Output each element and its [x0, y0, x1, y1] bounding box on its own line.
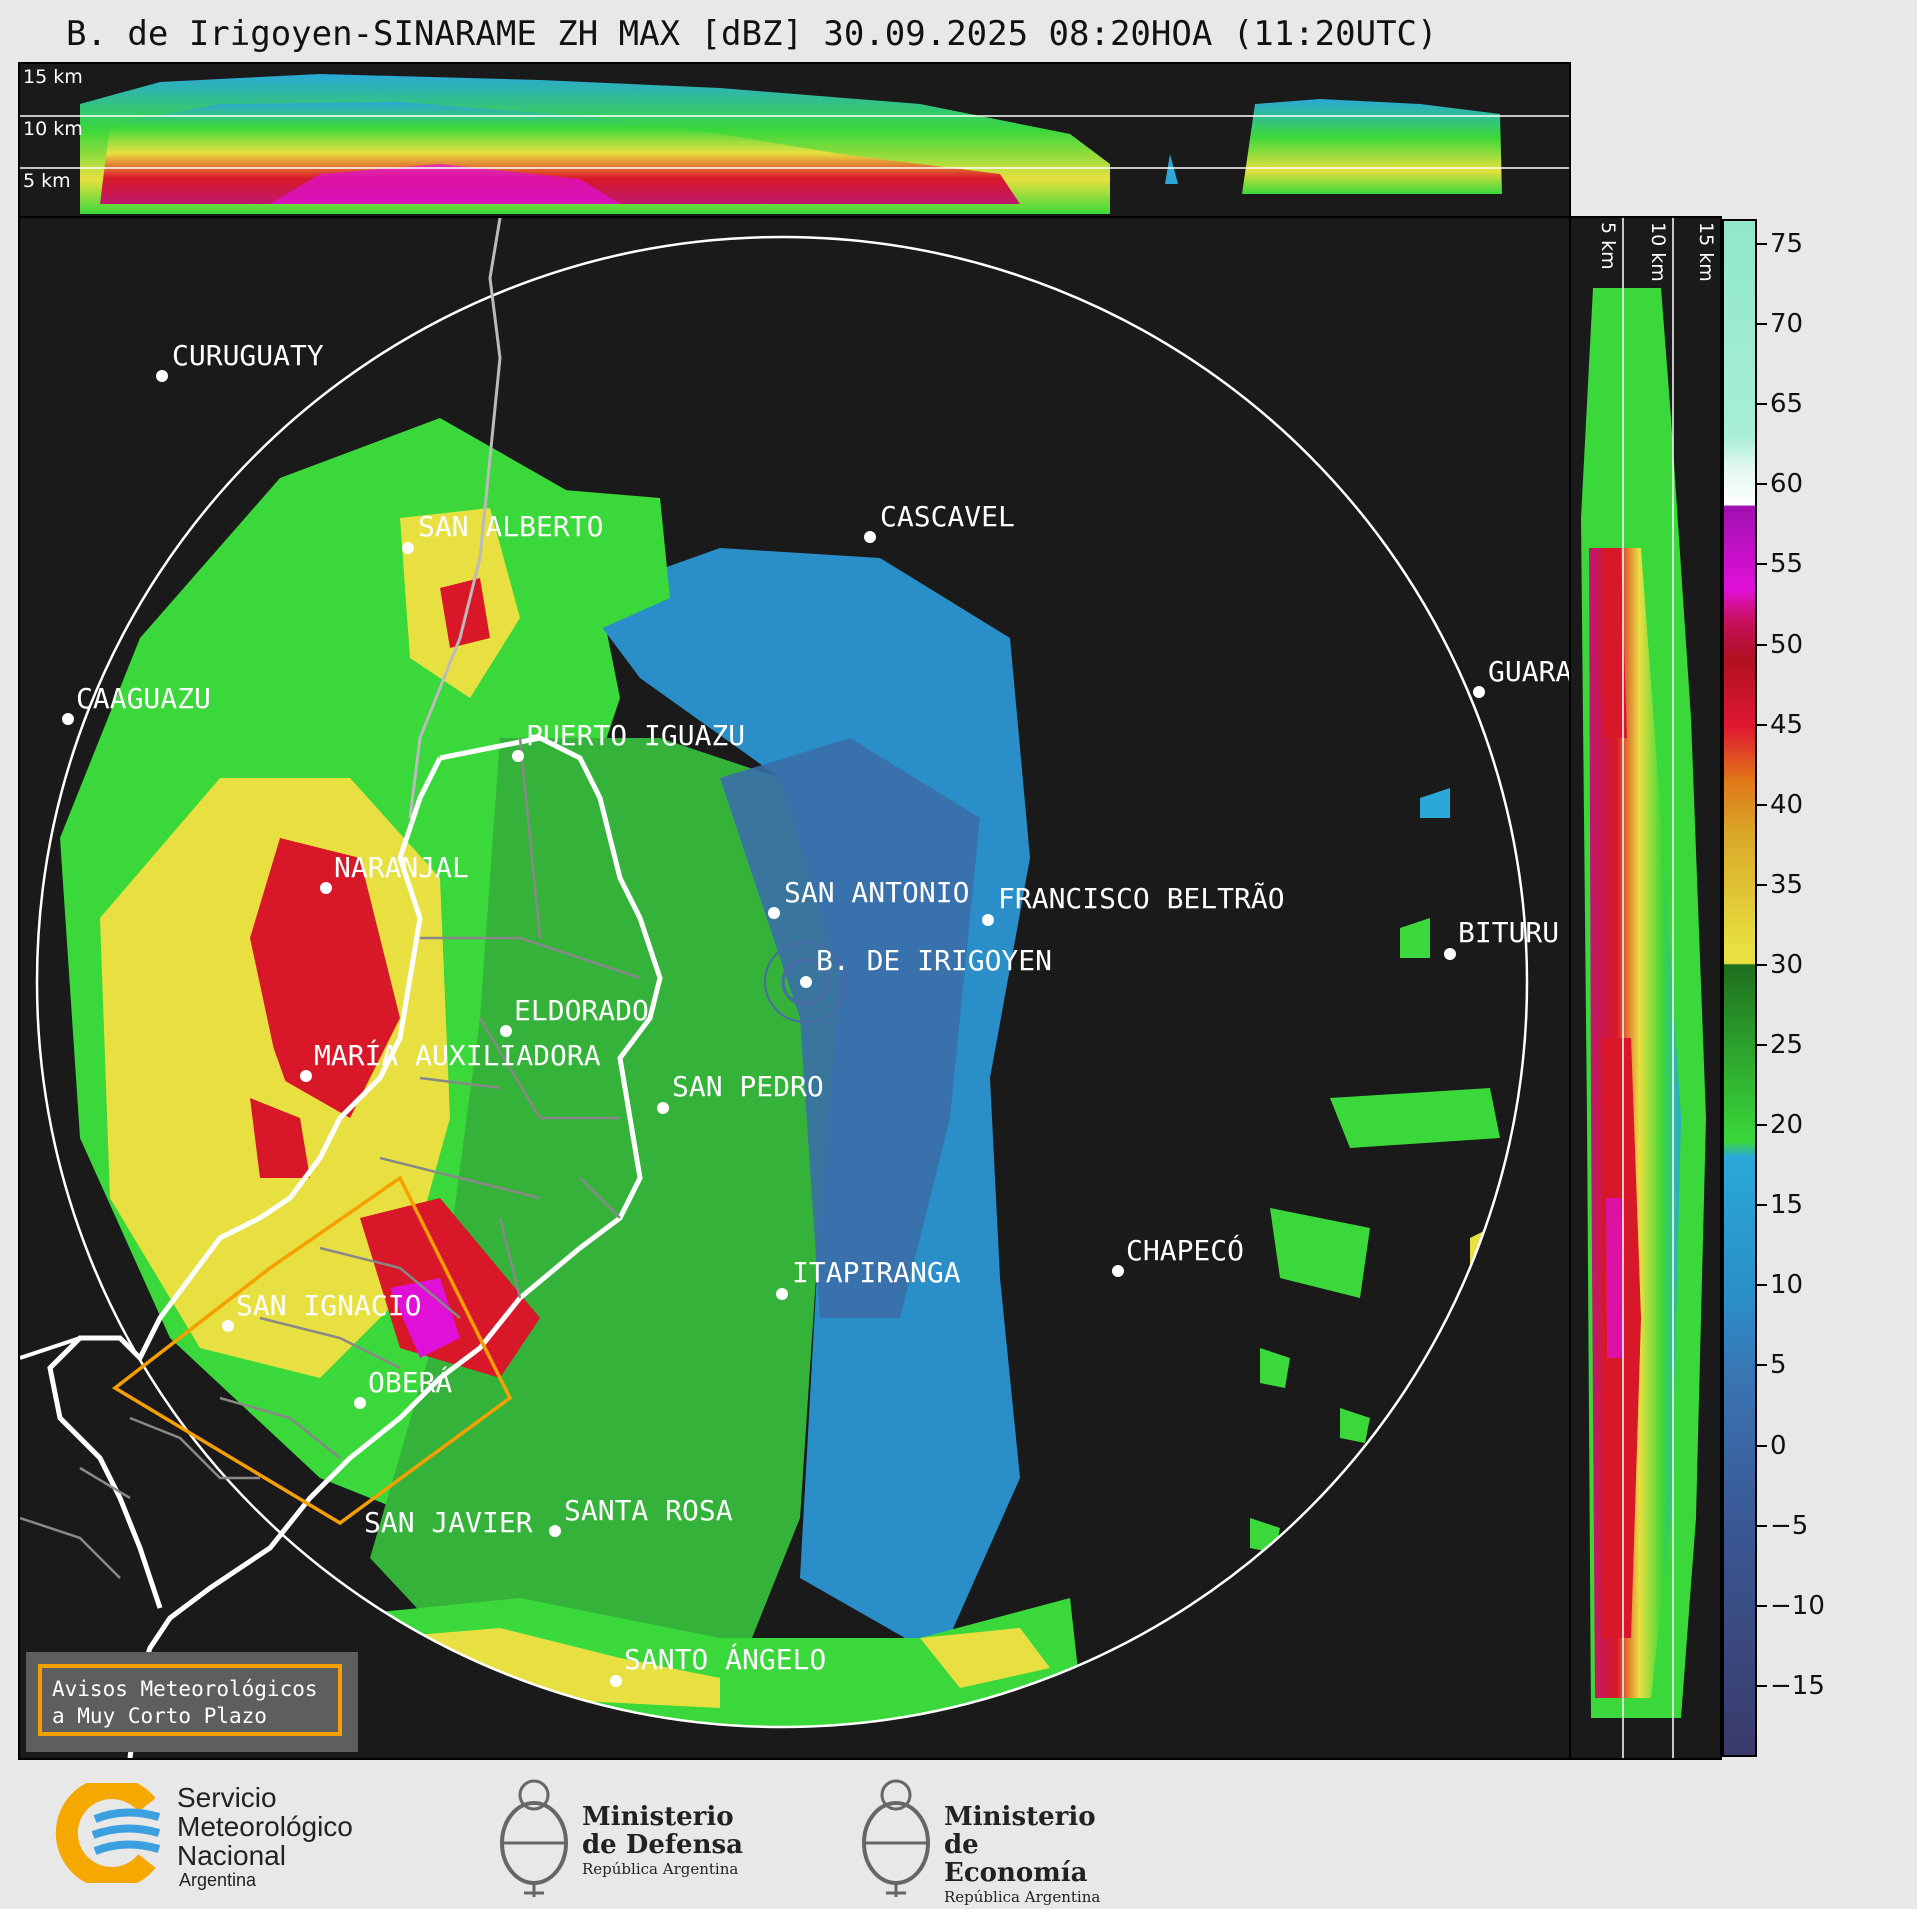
colorbar-tick	[1757, 1284, 1767, 1287]
colorbar-tick-label: 40	[1770, 789, 1804, 820]
smn-line-4: Argentina	[179, 1870, 257, 1890]
economia-line-3: República Argentina	[944, 1888, 1101, 1906]
colorbar-tick-label: −5	[1770, 1510, 1809, 1541]
smn-line-3: Nacional	[177, 1840, 286, 1871]
colorbar-tick	[1757, 723, 1767, 726]
economia-line-2: de Economía	[944, 1830, 1088, 1888]
smn-line-2: Meteorológico	[177, 1811, 353, 1842]
colorbar-tick-label: 55	[1770, 549, 1804, 580]
colorbar-tick	[1757, 1684, 1767, 1687]
colorbar-tick-label: 5	[1770, 1350, 1787, 1381]
colorbar-tick-label: −15	[1770, 1670, 1825, 1701]
city-label-itapiranga: ITAPIRANGA	[792, 1256, 961, 1289]
coat-of-arms-icon	[500, 1779, 568, 1897]
page-title: B. de Irigoyen-SINARAME ZH MAX [dBZ] 30.…	[66, 14, 1438, 54]
height-label-15km: 15 km	[23, 66, 83, 88]
colorbar-tick	[1757, 323, 1767, 326]
colorbar-tick-label: 10	[1770, 1270, 1804, 1301]
colorbar-tick	[1757, 883, 1767, 886]
colorbar-tick-label: 0	[1770, 1430, 1787, 1461]
height-label-5km: 5 km	[23, 170, 71, 192]
colorbar-tick-label: 15	[1770, 1190, 1804, 1221]
right-cross-section: 5 km 10 km 15 km	[1569, 216, 1722, 1760]
colorbar-tick-label: 70	[1770, 309, 1804, 340]
colorbar-tick	[1757, 403, 1767, 406]
top-cross-section-graphic	[20, 74, 1569, 214]
smn-emblem-icon	[55, 1783, 161, 1883]
dbz-colorbar	[1722, 219, 1757, 1757]
city-label-naranjal: NARANJAL	[334, 851, 469, 884]
radar-map: CURUGUATY SAN ALBERTO CASCAVEL CAAGUAZU …	[18, 216, 1571, 1760]
defensa-line-1: Ministerio	[582, 1802, 734, 1832]
city-label-eldorado: ELDORADO	[514, 994, 649, 1027]
city-label-santo-angelo: SANTO ÁNGELO	[624, 1642, 826, 1676]
height-label-10km: 10 km	[23, 118, 83, 140]
city-label-san-javier: SAN JAVIER	[364, 1506, 533, 1539]
warning-legend: Avisos Meteorológicos a Muy Corto Plazo	[26, 1652, 358, 1752]
city-label-san-antonio: SAN ANTONIO	[784, 876, 969, 909]
city-label-cascavel: CASCAVEL	[880, 500, 1015, 533]
colorbar-tick-label: 60	[1770, 469, 1804, 500]
city-label-caaguazu: CAAGUAZU	[76, 682, 211, 715]
radar-map-graphic: CURUGUATY SAN ALBERTO CASCAVEL CAAGUAZU …	[20, 218, 1571, 1758]
colorbar-tick-label: 45	[1770, 709, 1804, 740]
height-label-15km-vertical: 15 km	[1695, 222, 1717, 282]
ministerio-economia-logo: Ministerio de Economía República Argenti…	[856, 1773, 1116, 1906]
city-label-san-alberto: SAN ALBERTO	[418, 510, 603, 543]
city-label-san-pedro: SAN PEDRO	[672, 1070, 824, 1103]
city-label-b-de-irigoyen: B. DE IRIGOYEN	[816, 944, 1052, 977]
city-label-bituru: BITURU	[1458, 916, 1559, 949]
colorbar-tick	[1757, 803, 1767, 806]
colorbar-tick-label: 25	[1770, 1030, 1804, 1060]
colorbar-tick	[1757, 1524, 1767, 1527]
colorbar-tick	[1757, 243, 1767, 245]
city-label-santa-rosa: SANTA ROSA	[564, 1494, 733, 1527]
top-cross-section: 15 km 10 km 5 km	[18, 62, 1571, 218]
city-label-san-ignacio: SAN IGNACIO	[236, 1289, 421, 1322]
defensa-line-2: de Defensa	[582, 1830, 743, 1860]
colorbar-tick	[1757, 483, 1767, 486]
colorbar-tick-label: 75	[1770, 229, 1804, 259]
colorbar-tick-label: 50	[1770, 629, 1804, 660]
coat-of-arms-icon	[862, 1779, 930, 1897]
colorbar-tick-label: 20	[1770, 1110, 1804, 1141]
colorbar-tick-label: 65	[1770, 389, 1804, 420]
colorbar-tick	[1757, 1604, 1767, 1607]
colorbar-tick	[1757, 1044, 1767, 1046]
colorbar-tick-label: 30	[1770, 949, 1804, 980]
city-label-chapeco: CHAPECÓ	[1126, 1233, 1244, 1267]
colorbar-tick	[1757, 963, 1767, 966]
colorbar-tick	[1757, 1444, 1767, 1447]
city-label-curuguaty: CURUGUATY	[172, 339, 324, 372]
ministerio-defensa-logo: Ministerio de Defensa República Argentin…	[494, 1773, 754, 1903]
defensa-line-3: República Argentina	[582, 1860, 739, 1878]
economia-line-1: Ministerio	[944, 1802, 1096, 1832]
city-label-puerto-iguazu: PUERTO IGUAZU	[526, 719, 745, 752]
city-label-obera: OBERÁ	[368, 1365, 452, 1399]
legend-line-1: Avisos Meteorológicos	[52, 1677, 318, 1701]
city-label-maria-auxiliadora: MARÍA AUXILIADORA	[314, 1038, 601, 1072]
warning-legend-frame: Avisos Meteorológicos a Muy Corto Plazo	[38, 1664, 342, 1736]
height-label-5km-vertical: 5 km	[1597, 222, 1619, 270]
colorbar-tick	[1757, 1204, 1767, 1207]
city-label-guara: GUARA	[1488, 655, 1571, 688]
colorbar-tick	[1757, 563, 1767, 566]
colorbar-tick-label: 35	[1770, 869, 1804, 900]
colorbar-tick	[1757, 1124, 1767, 1127]
city-markers	[62, 370, 1485, 1687]
city-label-francisco-beltrao: FRANCISCO BELTRÃO	[998, 882, 1285, 915]
smn-logo: Servicio Meteorológico Nacional Argentin…	[55, 1782, 395, 1890]
legend-line-2: a Muy Corto Plazo	[52, 1704, 267, 1728]
colorbar-tick-label: −10	[1770, 1590, 1825, 1621]
smn-line-1: Servicio	[177, 1782, 277, 1813]
right-cross-section-graphic	[1581, 218, 1706, 1758]
height-label-10km-vertical: 10 km	[1647, 222, 1669, 282]
colorbar-tick	[1757, 1364, 1767, 1367]
colorbar-tick	[1757, 643, 1767, 646]
